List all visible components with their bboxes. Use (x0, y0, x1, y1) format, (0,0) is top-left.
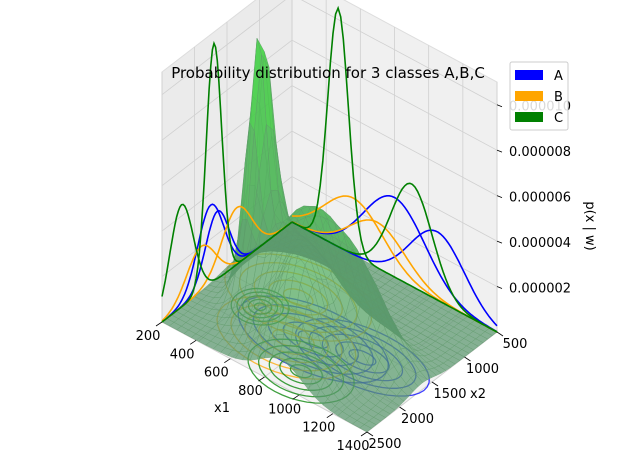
x-tick-mark (258, 376, 265, 382)
projection-x1-C (291, 182, 498, 333)
z-tick-label: 0.000002 (509, 282, 571, 297)
y-tick-label: 1500 (433, 387, 466, 402)
z-tick-mark (496, 149, 503, 153)
x-tick-label: 1200 (302, 421, 335, 436)
legend-label-A: A (554, 69, 563, 84)
projection-x1-C (291, 5, 498, 333)
z-gridline-left (161, 0, 286, 96)
y-tick-label: 500 (503, 337, 528, 352)
x-tick-label: 600 (204, 366, 229, 381)
x-tick-label: 1000 (268, 402, 301, 417)
z-gridline-back (291, 85, 498, 196)
z-gridline-back (291, 39, 498, 151)
z-tick-label: 0.000006 (509, 191, 571, 206)
x-tick-label: 1400 (336, 439, 369, 454)
legend-swatch-B (515, 91, 543, 101)
wall-projections (161, 5, 498, 333)
legend-swatch-C (515, 112, 543, 122)
z-tick-mark (496, 104, 503, 108)
y-tick-label: 2000 (401, 412, 434, 427)
x-tick-label: 400 (170, 347, 195, 362)
y-tick-mark (431, 381, 439, 387)
z-gridline-left (161, 39, 293, 141)
x-tick-mark (224, 358, 231, 363)
x-tick-mark (292, 395, 299, 400)
legend-label-B: B (554, 90, 563, 105)
z-tick-mark (496, 195, 503, 199)
z-tick-mark (496, 240, 503, 244)
density-surface (161, 37, 498, 433)
legend-label-C: C (554, 111, 563, 126)
chart-title: Probability distribution for 3 classes A… (171, 64, 485, 82)
y-tick-mark (464, 356, 471, 362)
y-tick-label: 2500 (368, 437, 401, 452)
x-tick-mark (189, 340, 197, 345)
z-tick-label: 0.000008 (509, 145, 571, 160)
legend-swatch-A (515, 70, 543, 80)
x-tick-label: 800 (238, 384, 263, 399)
x-tick-mark (155, 321, 163, 327)
z-tick-label: 0.000004 (509, 236, 571, 251)
z-tick-mark (496, 286, 503, 289)
z-gridline-back (291, 130, 498, 242)
projection-x2-C (161, 203, 293, 297)
projection-x1-A (291, 195, 498, 333)
legend: ABC (509, 61, 569, 131)
x-axis-label: x1 (214, 401, 230, 416)
z-gridline-back (300, 0, 498, 106)
y-tick-mark (399, 406, 406, 412)
y-axis-label: x2 (470, 387, 486, 402)
x-tick-mark (360, 431, 368, 437)
y-tick-mark (496, 331, 504, 337)
z-axis-label: p(x | w) (582, 201, 597, 250)
x-tick-mark (326, 413, 334, 418)
y-tick-label: 1000 (466, 362, 499, 377)
y-tick-mark (366, 431, 374, 437)
x-tick-label: 200 (136, 329, 161, 344)
